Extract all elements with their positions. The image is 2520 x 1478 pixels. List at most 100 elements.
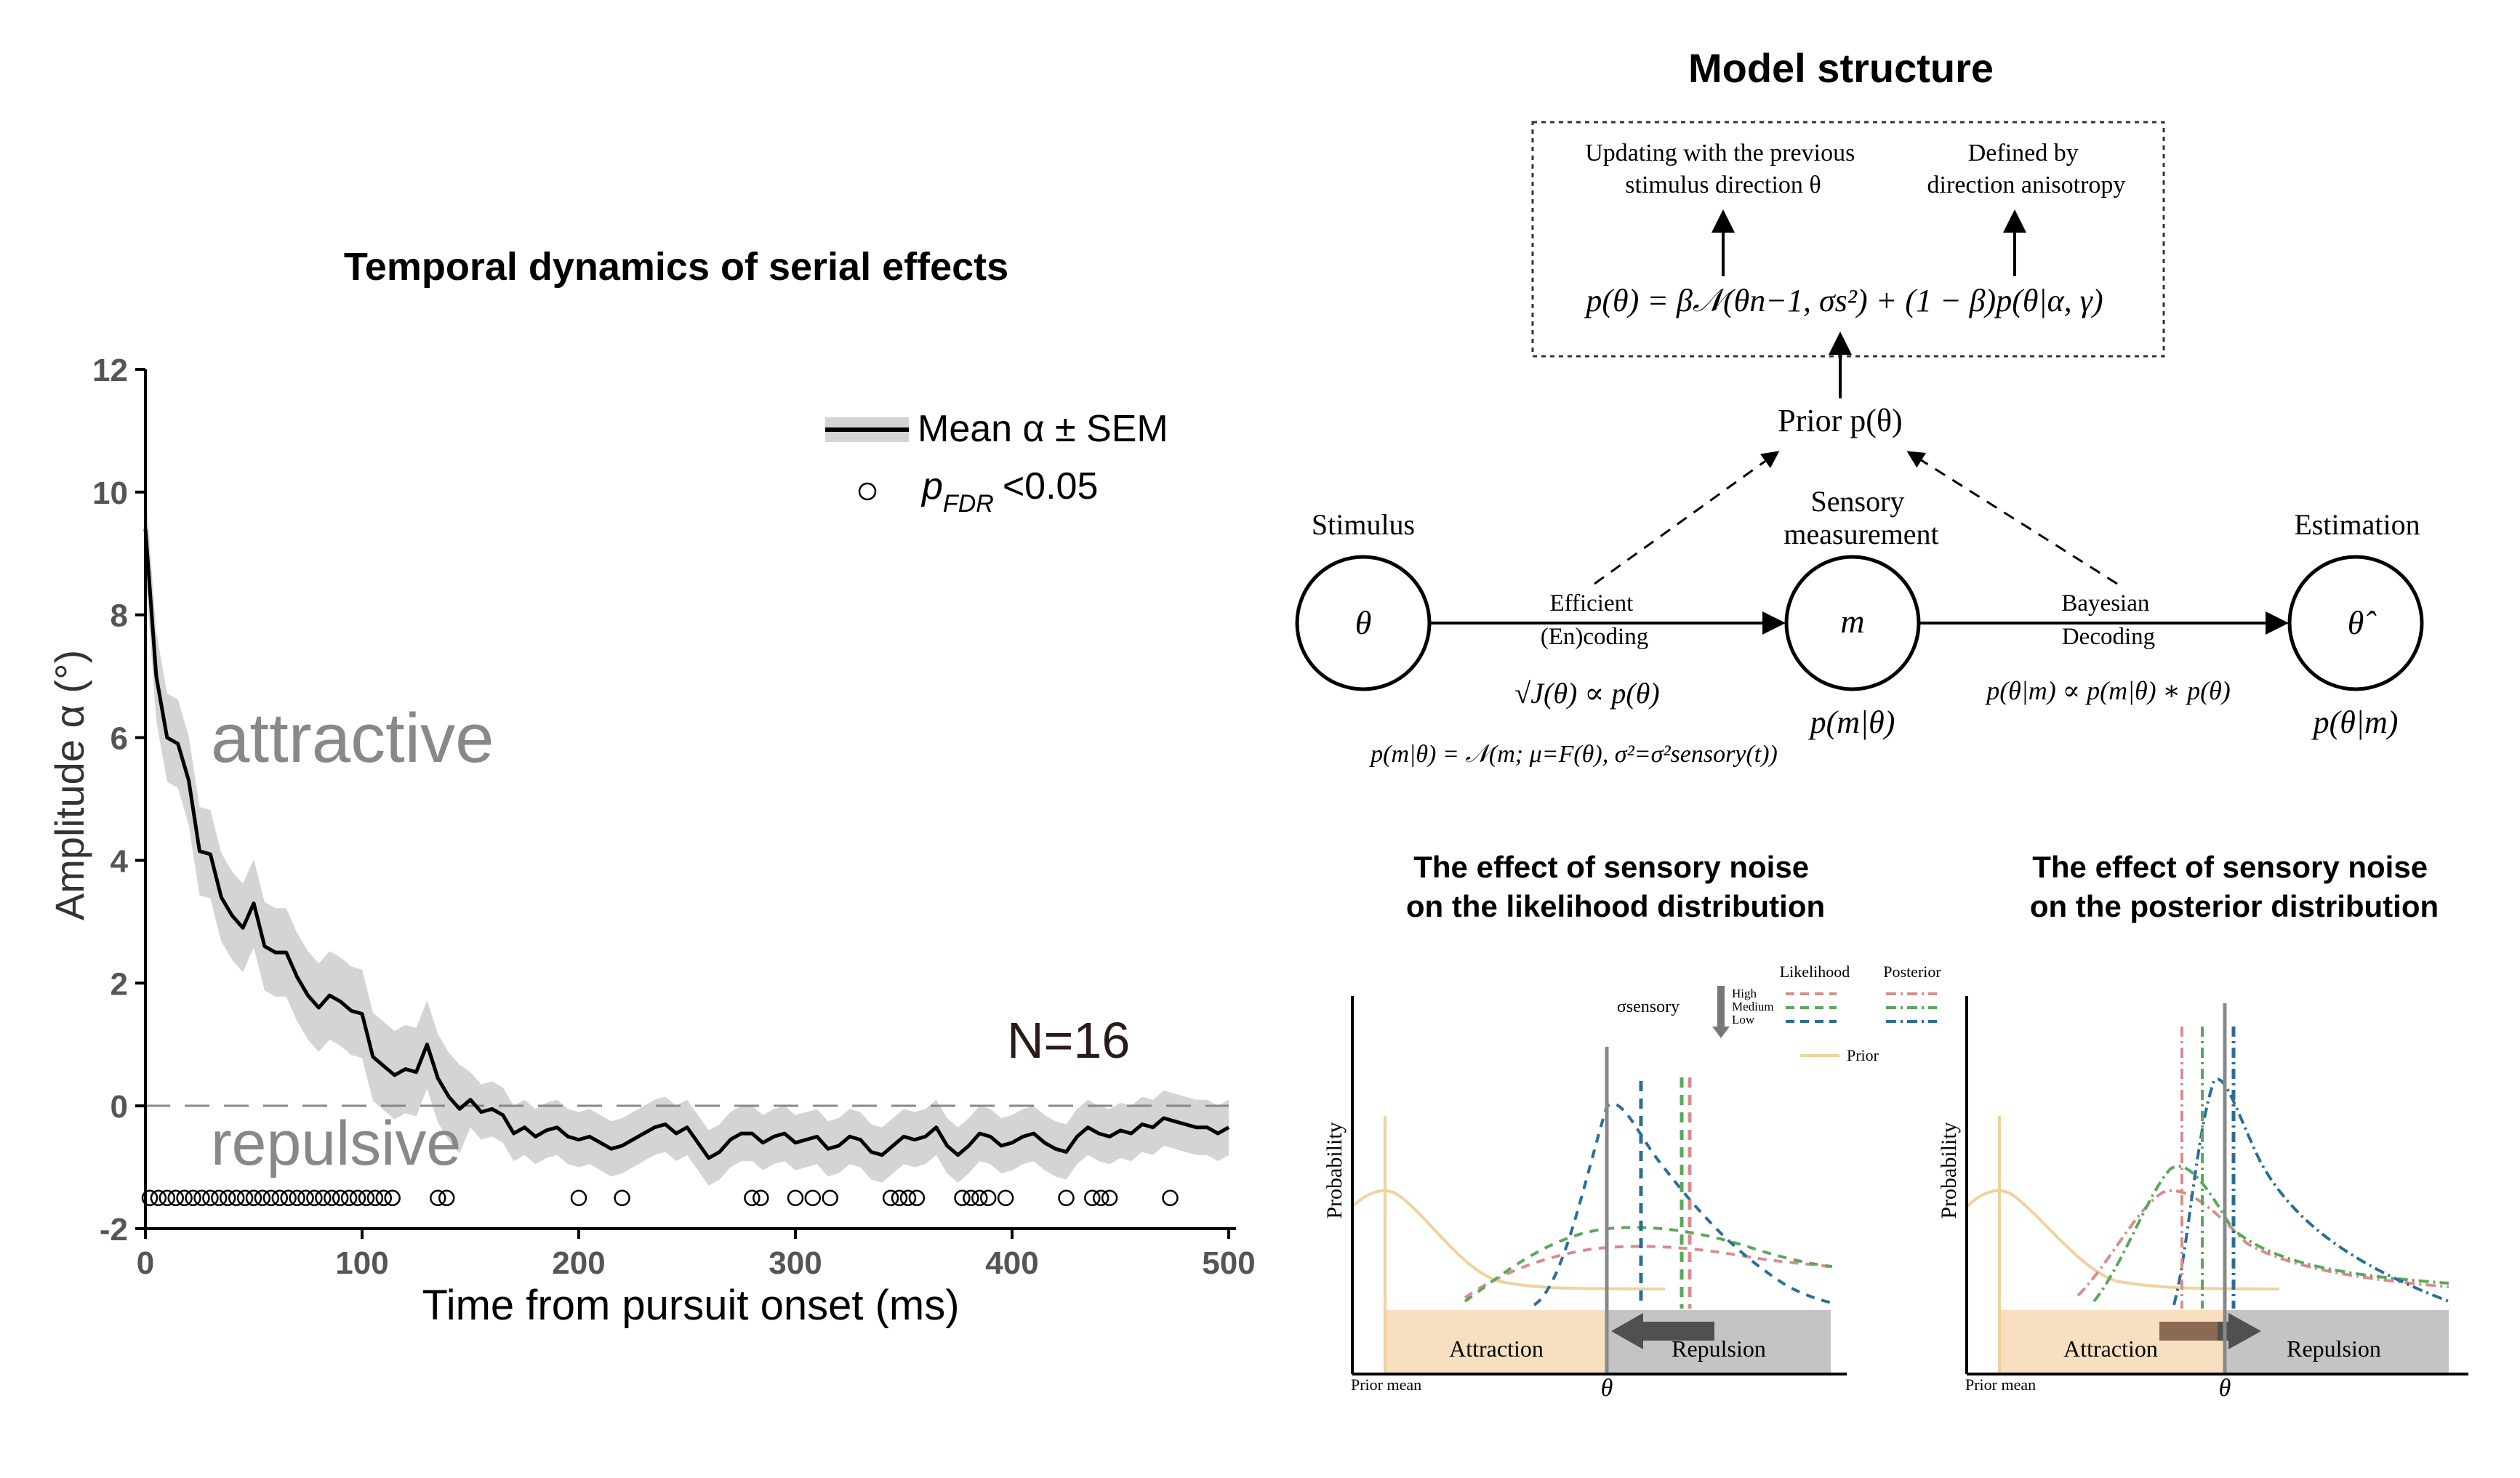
decoding-label-line2: Decoding	[2062, 624, 2155, 650]
significance-marker	[254, 1189, 271, 1207]
posterior-low-curve	[2172, 1077, 2449, 1306]
anisotropy-note-line2: direction anisotropy	[1927, 172, 2126, 198]
significance-marker	[202, 1189, 219, 1207]
significance-marker	[315, 1189, 332, 1207]
sample-size-label: N=16	[1007, 1012, 1130, 1069]
attraction-region	[1385, 1310, 1607, 1373]
x-tick-label: 200	[552, 1245, 605, 1281]
significance-marker	[297, 1189, 314, 1207]
significance-marker	[271, 1189, 289, 1207]
mean-line-layer	[143, 529, 1230, 1160]
likelihood-prior-mean-label: Prior mean	[1351, 1375, 1421, 1394]
posterior-theta-label: θ	[2219, 1375, 2231, 1402]
y-tick-label: -2	[100, 1212, 128, 1248]
significance-marker	[349, 1189, 366, 1207]
significance-marker	[158, 1189, 176, 1207]
level-medium-label: Medium	[1732, 1000, 1774, 1013]
significance-marker	[340, 1189, 358, 1207]
significance-marker	[891, 1189, 908, 1207]
prior-formula: p(θ) = β𝒩(θn−1, σs²) + (1 − β)p(θ|α, γ)	[1584, 283, 2103, 318]
significance-marker	[430, 1189, 446, 1207]
legend-p-subscript: FDR	[943, 490, 994, 518]
legend-posterior-header: Posterior	[1883, 963, 1941, 981]
x-tick-label: 0	[137, 1245, 154, 1281]
stimulus-label: Stimulus	[1312, 508, 1415, 541]
prior-curve-posterior	[1965, 1189, 2280, 1290]
significance-marker	[176, 1189, 193, 1207]
level-high-label: High	[1732, 987, 1757, 1000]
x-tick-label: 300	[769, 1245, 822, 1281]
legend-significance-label: pFDR <0.05	[920, 465, 1098, 518]
likelihood-title-line1: The effect of sensory noise	[1413, 850, 1809, 884]
encoding-label-line1: Efficient	[1549, 590, 1633, 616]
sensory-label-line2: measurement	[1783, 518, 1938, 550]
significance-marker	[882, 1189, 899, 1207]
noise-level-arrowhead	[1712, 1027, 1730, 1038]
significance-marker	[1101, 1189, 1118, 1207]
posterior-formula: p(θ|m) ∝ p(m|θ) ∗ p(θ)	[1984, 676, 2231, 705]
significance-marker	[971, 1189, 988, 1207]
likelihood-panel-title: The effect of sensory noise on the likel…	[1406, 850, 1825, 923]
significance-marker	[211, 1189, 228, 1207]
likelihood-low-curve	[1533, 1102, 1833, 1306]
significance-marker	[150, 1189, 167, 1207]
stimulus-node	[1295, 555, 1432, 691]
significance-marker	[236, 1189, 254, 1207]
chart-legend: Mean α ± SEM pFDR <0.05	[825, 408, 1168, 518]
significance-marker	[193, 1189, 210, 1207]
sem-band	[145, 484, 1229, 1186]
legend-prior-label: Prior	[1847, 1046, 1879, 1064]
posterior-panel-y-label: Probability	[1937, 1122, 1961, 1218]
attraction-label: Attraction	[1449, 1336, 1544, 1362]
estimation-posterior: p(θ|m)	[2311, 704, 2399, 740]
previous-stimulus-note-line1: Updating with the previous	[1585, 140, 1855, 166]
significance-marker	[753, 1189, 769, 1207]
significance-marker	[908, 1189, 926, 1207]
efficient-coding-formula: √J(θ) ∝ p(θ)	[1514, 677, 1659, 710]
legend-likelihood-header: Likelihood	[1780, 963, 1850, 981]
x-axis-label: Time from pursuit onset (ms)	[422, 1282, 959, 1329]
significance-marker	[306, 1189, 323, 1207]
previous-stimulus-note: Updating with the previous stimulus dire…	[1585, 140, 1861, 198]
encoding-label: Efficient (En)coding	[1541, 590, 1648, 650]
x-tick-label: 100	[335, 1245, 388, 1281]
likelihood-title-line2: on the likelihood distribution	[1406, 889, 1825, 923]
significance-marker	[167, 1189, 184, 1207]
measurement-likelihood: p(m|θ)	[1808, 704, 1895, 740]
x-tick-label: 400	[985, 1245, 1038, 1281]
decoding-label-line1: Bayesian	[2061, 590, 2149, 616]
sigma-sensory-label: σsensory	[1617, 997, 1680, 1016]
significance-marker	[289, 1189, 305, 1207]
noise-level-arrow-shaft	[1717, 986, 1725, 1028]
significance-marker	[1058, 1189, 1075, 1207]
posterior-medium-curve	[2092, 1165, 2449, 1303]
posterior-prior-mean-label: Prior mean	[1965, 1375, 2036, 1394]
level-low-label: Low	[1732, 1013, 1755, 1027]
x-tick-label: 500	[1202, 1245, 1255, 1281]
significance-marker	[997, 1189, 1014, 1207]
significance-marker	[375, 1189, 393, 1207]
posterior-panel: The effect of sensory noise on the poste…	[1937, 850, 2468, 1402]
significance-marker	[954, 1189, 971, 1207]
decoding-label: Bayesian Decoding	[2061, 590, 2155, 650]
significance-marker	[141, 1189, 158, 1207]
significance-marker	[262, 1189, 280, 1207]
attractive-label: attractive	[211, 699, 494, 777]
likelihood-panel: The effect of sensory noise on the likel…	[1323, 850, 1941, 1402]
noise-legend: Likelihood Posterior σsensory High Mediu…	[1617, 963, 1942, 1064]
measurement-node	[1784, 555, 1921, 691]
y-tick-label: 8	[111, 598, 128, 634]
significance-marker	[899, 1189, 917, 1207]
sem-band-layer	[145, 484, 1229, 1186]
repulsion-direction-arrow	[1611, 1313, 1714, 1349]
previous-stimulus-note-line2: stimulus direction θ	[1625, 172, 1821, 198]
significance-marker	[324, 1189, 340, 1207]
chart-title: Temporal dynamics of serial effects	[344, 245, 1008, 289]
estimation-label: Estimation	[2294, 508, 2420, 541]
likelihood-formula: p(m|θ) = 𝒩(m; μ=F(θ), σ²=σ²sensory(t))	[1369, 741, 1778, 768]
legend-mean-label: Mean α ± SEM	[918, 408, 1168, 450]
prior-label: Prior p(θ)	[1778, 403, 1902, 438]
mean-alpha-line	[143, 529, 1230, 1160]
legend-p-symbol: p	[920, 465, 943, 507]
